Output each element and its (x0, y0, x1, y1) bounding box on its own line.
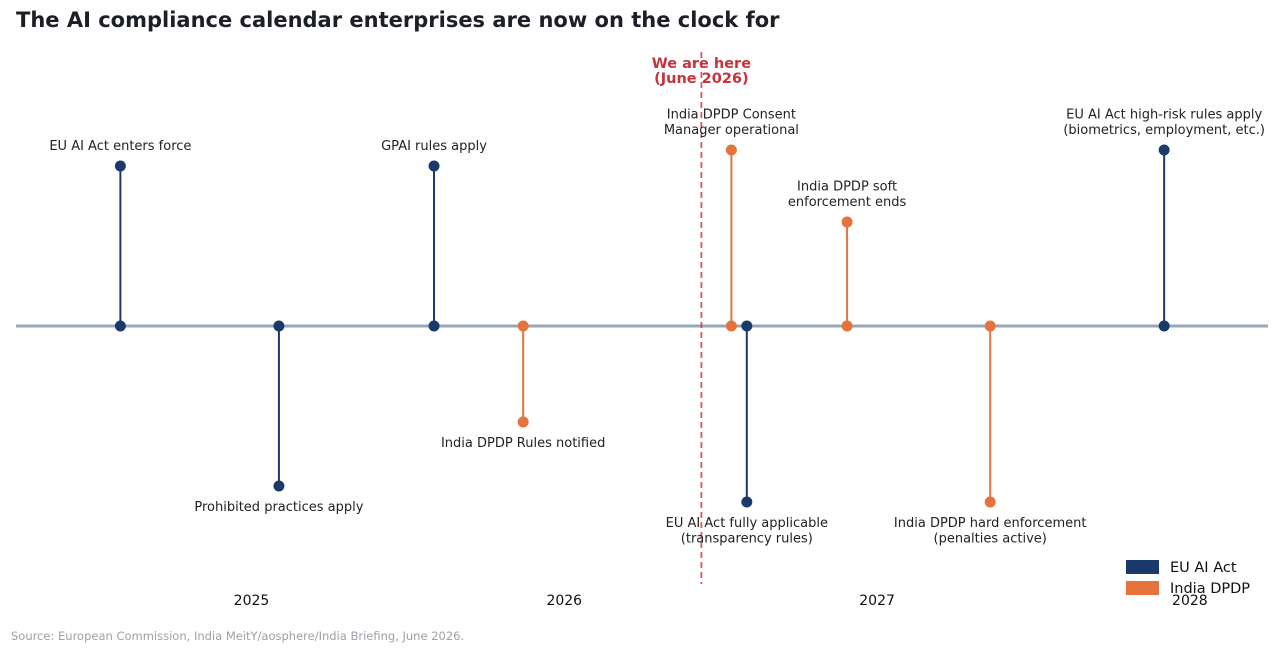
event-marker (517, 416, 529, 428)
x-tick-label: 2026 (546, 593, 582, 609)
legend-label: India DPDP (1170, 581, 1250, 597)
now-marker-label: We are here (652, 56, 751, 72)
event-label: enforcement ends (788, 195, 907, 210)
event-base-marker (114, 320, 126, 332)
event-base-marker (741, 320, 753, 332)
x-tick-label: 2027 (859, 593, 895, 609)
event-label: Prohibited practices apply (194, 500, 363, 515)
event-label: India DPDP Consent (667, 108, 796, 123)
event-base-marker (428, 320, 440, 332)
chart-title: The AI compliance calendar enterprises a… (16, 8, 780, 32)
event-label: EU AI Act enters force (49, 139, 191, 154)
event-label: (transparency rules) (681, 532, 813, 547)
legend-swatch (1126, 581, 1159, 595)
event-marker (1158, 144, 1170, 156)
event-label: (biometrics, employment, etc.) (1063, 123, 1265, 138)
now-marker-layer: We are here(June 2026) (652, 52, 751, 584)
event-marker (841, 216, 853, 228)
event-marker (741, 496, 753, 508)
event-label: (penalties active) (934, 532, 1047, 547)
event-marker (428, 160, 440, 172)
event-labels-layer: EU AI Act enters force Prohibited practic… (49, 108, 1265, 547)
legend: EU AI Act India DPDP (1126, 560, 1250, 597)
timeline-axis-layer: 2025 2026 2027 2028 (16, 324, 1268, 609)
x-tick-label: 2025 (234, 593, 270, 609)
source-note: Source: European Commission, India MeitY… (11, 629, 464, 643)
event-label: India DPDP Rules notified (441, 436, 605, 451)
event-label: GPAI rules apply (381, 139, 487, 154)
event-base-marker (273, 320, 285, 332)
x-tick-label: 2028 (1172, 593, 1208, 609)
event-base-marker (517, 320, 529, 332)
event-stems-layer (114, 144, 1170, 508)
event-base-marker (725, 320, 737, 332)
legend-swatch (1126, 560, 1159, 574)
event-label: India DPDP soft (797, 180, 897, 195)
event-label: India DPDP hard enforcement (894, 516, 1087, 531)
event-label: Manager operational (664, 123, 799, 138)
event-marker (725, 144, 737, 156)
event-marker (114, 160, 126, 172)
legend-label: EU AI Act (1170, 560, 1237, 576)
now-marker-label: (June 2026) (654, 71, 749, 87)
event-marker (273, 480, 285, 492)
event-marker (984, 496, 996, 508)
event-base-marker (1158, 320, 1170, 332)
event-label: EU AI Act high-risk rules apply (1066, 108, 1262, 123)
event-label: EU AI Act fully applicable (666, 516, 828, 531)
event-base-marker (841, 320, 853, 332)
event-base-marker (984, 320, 996, 332)
